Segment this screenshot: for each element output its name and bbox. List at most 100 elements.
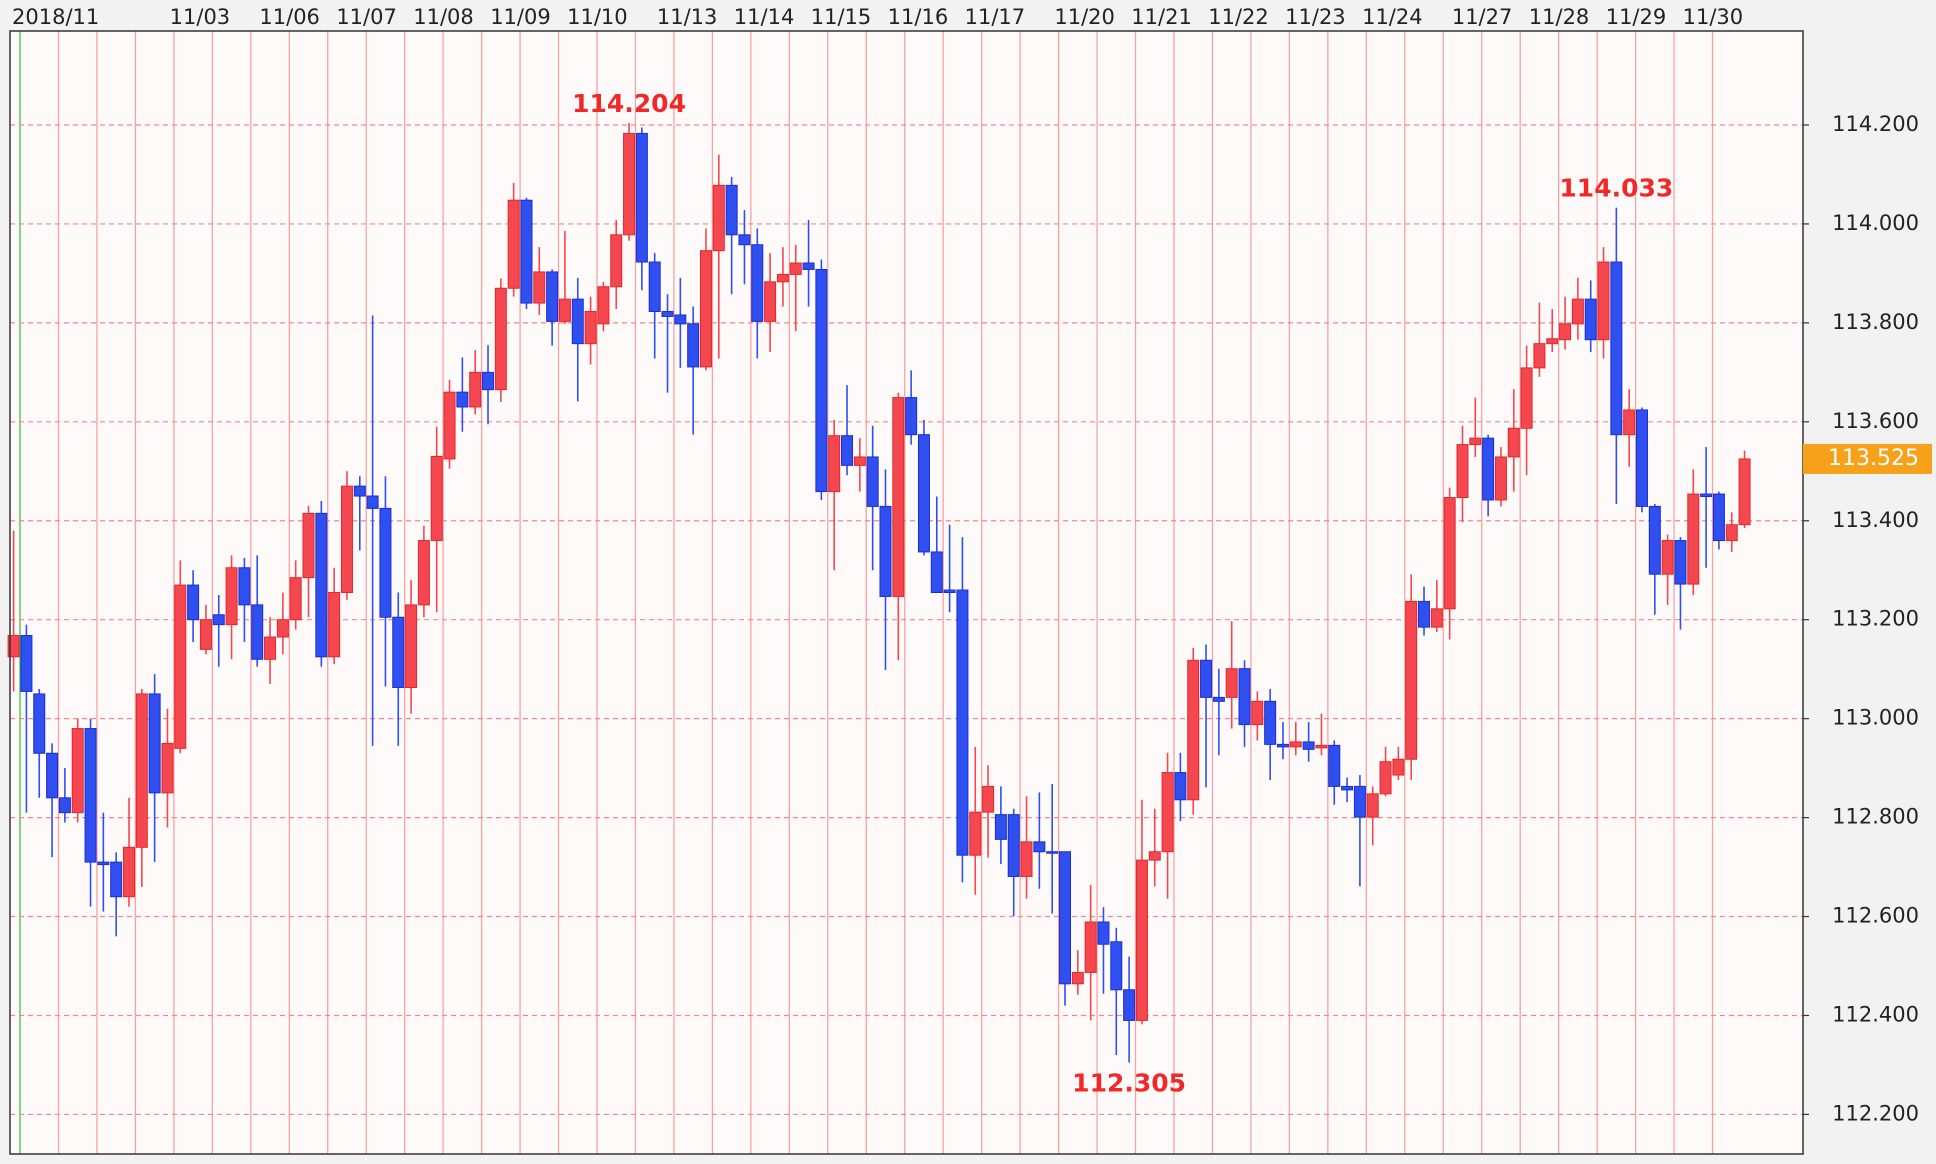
candle-body	[302, 512, 315, 579]
candle-body	[1712, 493, 1725, 542]
x-tick-label: 11/29	[1606, 5, 1667, 29]
candle-body	[982, 785, 995, 813]
candle-body	[1533, 343, 1546, 369]
x-tick-label: 2018/11	[12, 5, 99, 29]
candle-body	[1700, 493, 1713, 498]
candle-body	[199, 619, 212, 650]
candle-body	[238, 567, 251, 606]
candle-body	[635, 132, 648, 263]
candle-body	[366, 495, 379, 509]
candle-body	[802, 262, 815, 270]
candle-body	[943, 589, 956, 593]
candle-body	[1084, 921, 1097, 973]
candle-body	[648, 261, 661, 313]
candle-body	[533, 271, 546, 304]
candle-body	[1623, 409, 1636, 436]
candle-body	[1674, 540, 1687, 585]
candle-body	[1482, 437, 1495, 501]
candle-body	[699, 250, 712, 368]
candle-body	[623, 132, 636, 236]
candle-body	[776, 273, 789, 283]
candle-body	[276, 619, 289, 638]
candle-body	[84, 728, 97, 863]
candle-body	[456, 391, 469, 408]
candle-body	[1443, 497, 1456, 610]
candle-body	[1405, 600, 1418, 760]
x-tick-label: 11/20	[1054, 5, 1115, 29]
candle-body	[289, 577, 302, 621]
y-tick-label: 113.000	[1832, 706, 1919, 730]
y-tick-label: 113.400	[1832, 508, 1919, 532]
candle-body	[1135, 859, 1148, 1021]
candle-body	[225, 567, 238, 626]
candle-body	[443, 391, 456, 460]
candle-body	[879, 505, 892, 597]
candle-body	[1648, 505, 1661, 575]
candle-body	[1494, 456, 1507, 501]
y-tick-label: 114.000	[1832, 211, 1919, 235]
candle-body	[379, 507, 392, 618]
candle-body	[1430, 608, 1443, 628]
candle-body	[33, 693, 46, 754]
x-tick-label: 11/27	[1452, 5, 1513, 29]
candle-body	[1020, 841, 1033, 877]
candle-body	[1238, 668, 1251, 726]
y-tick-label: 112.200	[1832, 1101, 1919, 1125]
candle-body	[1353, 785, 1366, 818]
candle-body	[482, 371, 495, 391]
x-tick-label: 11/22	[1208, 5, 1269, 29]
y-tick-label: 113.200	[1832, 607, 1919, 631]
y-tick-label: 113.600	[1832, 409, 1919, 433]
x-tick-label: 11/09	[490, 5, 551, 29]
candle-body	[571, 298, 584, 345]
candle-body	[1225, 668, 1238, 698]
candle-body	[1161, 772, 1174, 853]
annotation: 112.305	[1072, 1068, 1186, 1097]
candle-body	[1366, 793, 1379, 818]
candle-body	[1251, 700, 1264, 726]
candle-body	[1328, 744, 1341, 787]
candle-body	[1661, 540, 1674, 575]
candle-body	[1302, 741, 1315, 750]
candle-body	[584, 311, 597, 345]
candle-body	[1033, 841, 1046, 853]
candle-body	[20, 635, 33, 692]
candle-body	[969, 811, 982, 856]
candle-body	[1187, 659, 1200, 801]
candle-body	[1059, 851, 1072, 985]
candle-body	[212, 614, 225, 626]
candle-body	[866, 456, 879, 507]
candle-body	[1379, 761, 1392, 795]
candle-body	[71, 728, 84, 814]
candle-body	[1738, 458, 1751, 526]
annotation: 114.033	[1559, 174, 1673, 203]
plot-frame	[9, 30, 1804, 1155]
candle-body	[110, 861, 123, 898]
candle-body	[892, 397, 905, 597]
candle-body	[1007, 814, 1020, 877]
candle-body	[738, 234, 751, 246]
candle-body	[392, 616, 405, 688]
x-tick-label: 11/07	[336, 5, 397, 29]
candle-body	[507, 199, 520, 289]
candle-body	[97, 861, 110, 866]
candle-body	[917, 434, 930, 553]
candle-body	[751, 244, 764, 322]
y-tick-label: 112.800	[1832, 805, 1919, 829]
candle-body	[1341, 785, 1354, 791]
candle-body	[610, 234, 623, 288]
candle-body	[174, 584, 187, 749]
candle-body	[264, 636, 277, 660]
candle-body	[1148, 851, 1161, 861]
candle-body	[853, 456, 866, 466]
candle-body	[1610, 261, 1623, 436]
candle-body	[1469, 437, 1482, 446]
candle-body	[661, 311, 674, 317]
candle-body	[469, 371, 482, 408]
x-tick-label: 11/14	[734, 5, 795, 29]
candle-body	[1418, 600, 1431, 628]
x-tick-label: 11/24	[1362, 5, 1423, 29]
candle-body	[1559, 323, 1572, 341]
candle-body	[7, 635, 20, 658]
